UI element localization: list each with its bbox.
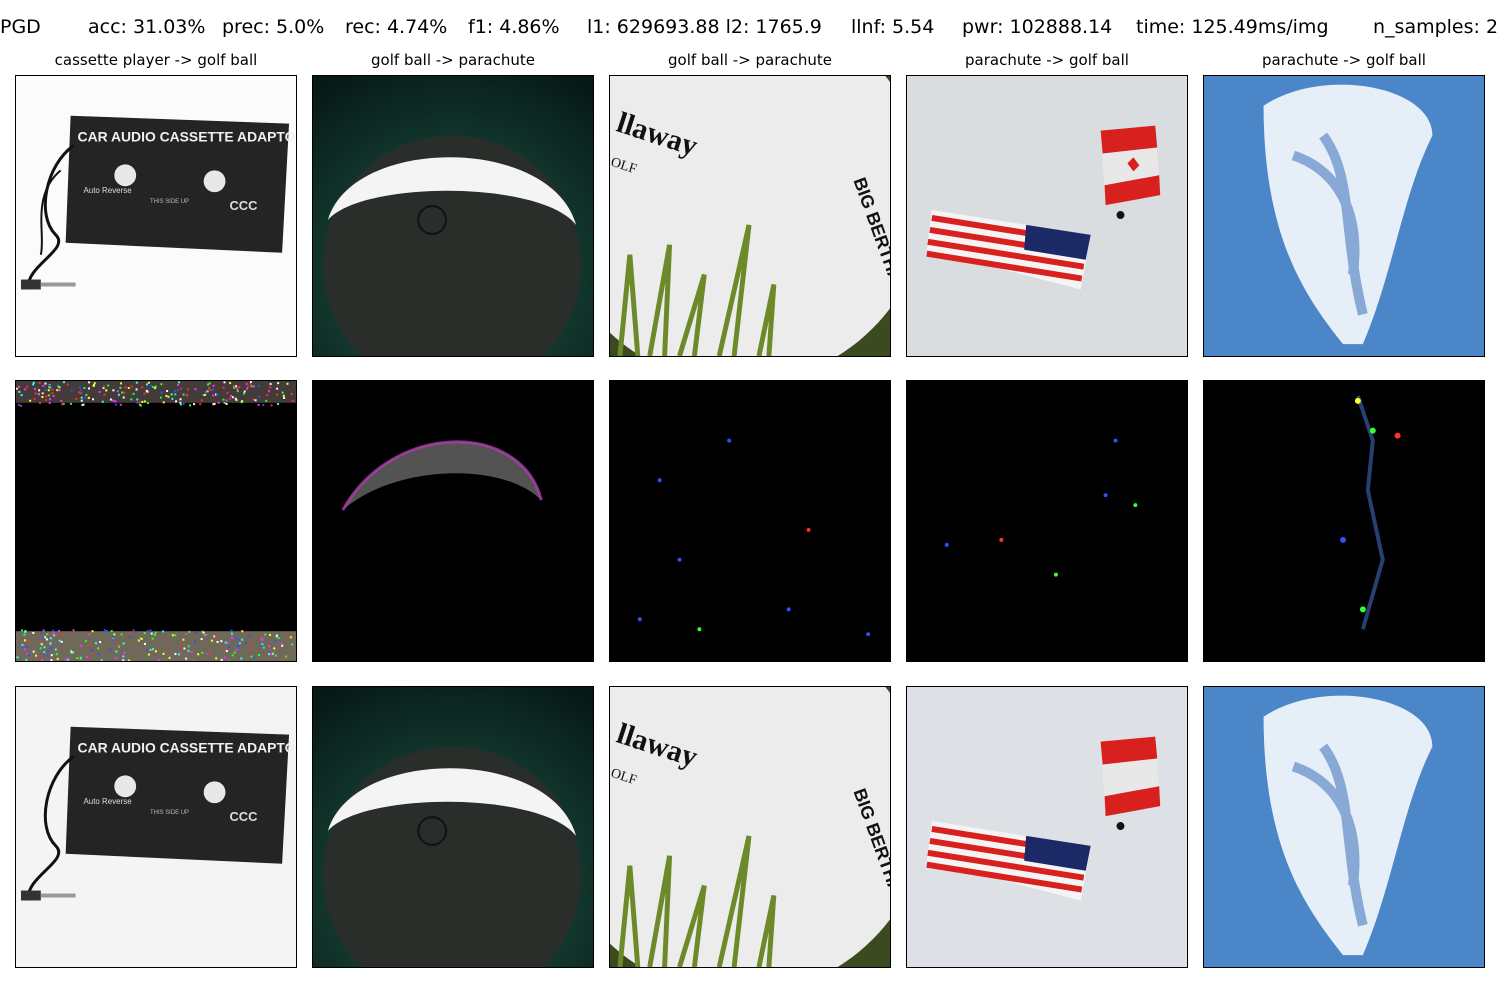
metrics-header: PGD acc: 31.03% prec: 5.0% rec: 4.74% f1… <box>0 16 1500 42</box>
adversarial-image-parachute-flags <box>906 686 1188 968</box>
adversarial-image-golf-ball-callaway: llaway OLF BIG BERTHA <box>609 686 891 968</box>
cassette-label-text: CAR AUDIO CASSETTE ADAPTOR <box>78 129 296 145</box>
f1-metric: f1: 4.86% <box>468 16 560 38</box>
power-metric: pwr: 102888.14 <box>962 16 1113 38</box>
original-image-parachute-flags <box>906 75 1188 357</box>
samples-count: n_samples: 2 <box>1373 16 1499 38</box>
svg-text:THIS SIDE UP: THIS SIDE UP <box>150 199 189 205</box>
original-image-parachute-blue <box>1203 75 1485 357</box>
l1-l2-metric: l1: 629693.88 l2: 1765.9 <box>587 16 822 38</box>
time-metric: time: 125.49ms/img <box>1136 16 1329 38</box>
linf-metric: llnf: 5.54 <box>851 16 935 38</box>
perturbation-parachute-blue <box>1203 380 1485 662</box>
perturbation-golf-ball-callaway <box>609 380 891 662</box>
accuracy-metric: acc: 31.03% <box>88 16 206 38</box>
original-image-golf-ball-dark <box>312 75 594 357</box>
adversarial-image-golf-ball-dark <box>312 686 594 968</box>
perturbation-parachute-flags <box>906 380 1188 662</box>
perturbation-cassette <box>15 380 297 662</box>
column-title-2: golf ball -> parachute <box>371 51 535 69</box>
svg-text:Auto Reverse: Auto Reverse <box>84 186 133 195</box>
svg-text:THIS SIDE UP: THIS SIDE UP <box>150 810 189 816</box>
svg-text:OLF: OLF <box>610 766 639 788</box>
adversarial-image-parachute-blue <box>1203 686 1485 968</box>
column-title-3: golf ball -> parachute <box>668 51 832 69</box>
svg-text:CCC: CCC <box>229 198 257 213</box>
original-image-cassette: CAR AUDIO CASSETTE ADAPTOR Auto Reverse … <box>15 75 297 357</box>
svg-text:OLF: OLF <box>610 155 639 177</box>
column-title-5: parachute -> golf ball <box>1262 51 1426 69</box>
precision-metric: prec: 5.0% <box>222 16 325 38</box>
perturbation-golf-ball-dark <box>312 380 594 662</box>
adversarial-image-cassette: CAR AUDIO CASSETTE ADAPTOR Auto Reverse … <box>15 686 297 968</box>
method-label: PGD <box>0 16 41 38</box>
svg-text:CCC: CCC <box>229 809 257 824</box>
recall-metric: rec: 4.74% <box>345 16 448 38</box>
svg-text:CAR AUDIO CASSETTE ADAPTOR: CAR AUDIO CASSETTE ADAPTOR <box>78 740 296 756</box>
svg-text:Auto Reverse: Auto Reverse <box>84 797 133 806</box>
column-title-4: parachute -> golf ball <box>965 51 1129 69</box>
original-image-golf-ball-callaway: llaway OLF BIG BERTHA <box>609 75 891 357</box>
column-title-1: cassette player -> golf ball <box>54 51 258 69</box>
